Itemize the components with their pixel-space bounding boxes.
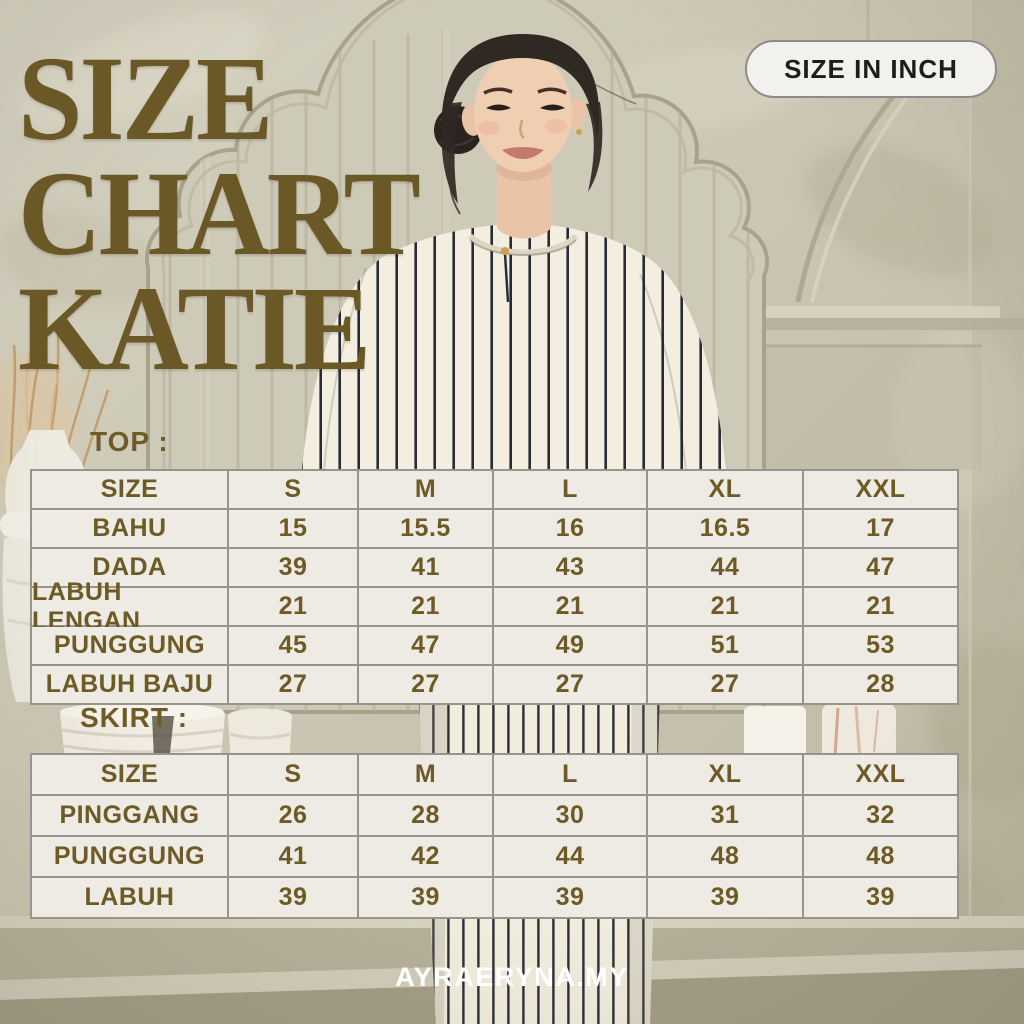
table-cell: 27 (494, 666, 646, 703)
section-label-skirt: SKIRT : (80, 702, 189, 733)
table-cell: 28 (359, 796, 492, 835)
table-cell: 44 (494, 837, 646, 876)
table-cell: 26 (229, 796, 357, 835)
table-cell: 31 (648, 796, 802, 835)
table-cell: 30 (494, 796, 646, 835)
size-unit-badge-label: SIZE IN INCH (784, 53, 958, 84)
table-cell: 47 (359, 627, 492, 664)
table-cell: 21 (494, 588, 646, 625)
row-label: PUNGGUNG (32, 837, 227, 876)
table-cell: 41 (229, 837, 357, 876)
skirt-size-table: SIZE S M L XL XXL PINGGANG 26 28 30 31 3… (30, 753, 959, 919)
table-cell: 39 (494, 878, 646, 917)
table-cell: 32 (804, 796, 957, 835)
table-cell: 16.5 (648, 510, 802, 547)
row-label: BAHU (32, 510, 227, 547)
table-cell: 27 (359, 666, 492, 703)
col-header: S (229, 471, 357, 508)
title-line-1: SIZE (18, 32, 273, 166)
col-header: XL (648, 755, 802, 794)
row-label: PINGGANG (32, 796, 227, 835)
table-cell: 39 (359, 878, 492, 917)
size-unit-badge: SIZE IN INCH (745, 40, 997, 98)
table-cell: 39 (804, 878, 957, 917)
table-cell: 44 (648, 549, 802, 586)
table-cell: 47 (804, 549, 957, 586)
table-cell: 51 (648, 627, 802, 664)
row-label: LABUH BAJU (32, 666, 227, 703)
table-cell: 39 (229, 549, 357, 586)
col-header: M (359, 471, 492, 508)
row-label: LABUH (32, 878, 227, 917)
col-header: XXL (804, 471, 957, 508)
table-cell: 39 (648, 878, 802, 917)
col-header: SIZE (32, 755, 227, 794)
table-cell: 48 (804, 837, 957, 876)
col-header: L (494, 755, 646, 794)
table-cell: 42 (359, 837, 492, 876)
table-cell: 49 (494, 627, 646, 664)
table-cell: 39 (229, 878, 357, 917)
col-header: M (359, 755, 492, 794)
col-header: L (494, 471, 646, 508)
table-cell: 45 (229, 627, 357, 664)
table-cell: 21 (648, 588, 802, 625)
title-line-3: KATIE (18, 262, 371, 396)
table-cell: 17 (804, 510, 957, 547)
page-title: SIZE CHART KATIE (18, 32, 421, 390)
table-cell: 15 (229, 510, 357, 547)
table-cell: 27 (229, 666, 357, 703)
table-cell: 16 (494, 510, 646, 547)
table-cell: 41 (359, 549, 492, 586)
table-cell: 21 (804, 588, 957, 625)
table-cell: 28 (804, 666, 957, 703)
section-label-top: TOP : (90, 426, 169, 457)
row-label: LABUH LENGAN (32, 578, 227, 635)
top-size-table: SIZE S M L XL XXL BAHU 15 15.5 16 16.5 1… (30, 469, 959, 705)
table-cell: 53 (804, 627, 957, 664)
table-cell: 21 (229, 588, 357, 625)
col-header: XL (648, 471, 802, 508)
table-cell: 27 (648, 666, 802, 703)
title-line-2: CHART (18, 147, 421, 281)
row-label: DADA (32, 549, 227, 586)
table-cell: 43 (494, 549, 646, 586)
row-label: PUNGGUNG (32, 627, 227, 664)
col-header: XXL (804, 755, 957, 794)
brand-watermark: AYRAERYNA.MY (395, 962, 629, 992)
table-cell: 21 (359, 588, 492, 625)
col-header: S (229, 755, 357, 794)
table-cell: 48 (648, 837, 802, 876)
table-cell: 15.5 (359, 510, 492, 547)
col-header: SIZE (32, 471, 227, 508)
